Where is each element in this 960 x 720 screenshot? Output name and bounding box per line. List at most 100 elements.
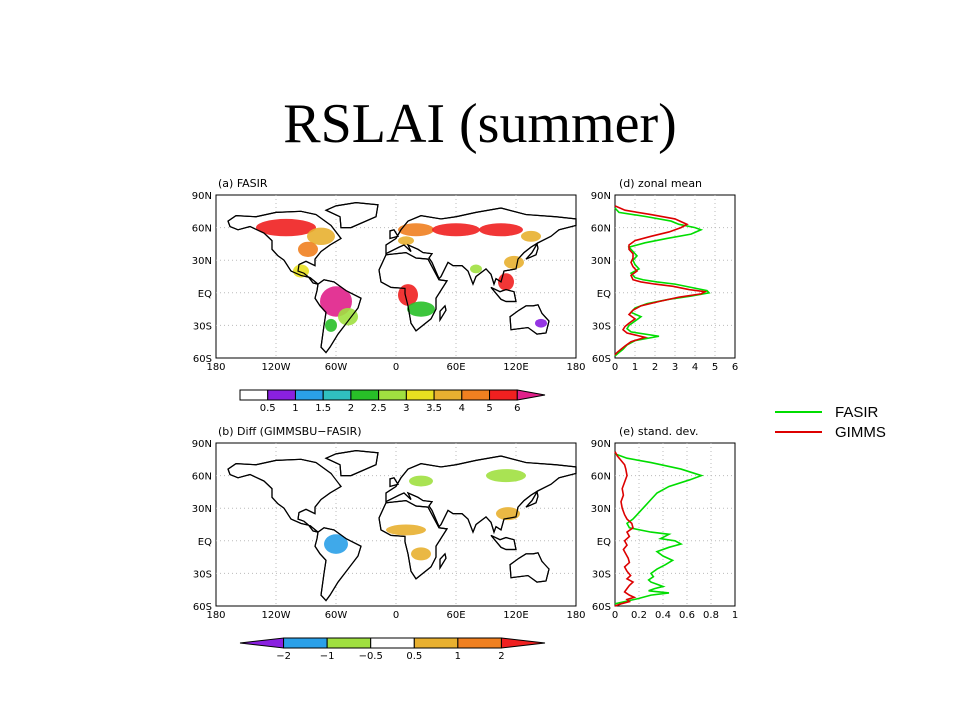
lat-tick-label: 90N	[192, 191, 212, 202]
colorbar-label: 1.5	[315, 403, 331, 414]
field-patch	[533, 562, 549, 574]
lon-tick-label: 120E	[503, 362, 528, 373]
colorbar-label: 0.5	[406, 651, 422, 662]
lon-tick-label: 120W	[262, 610, 291, 621]
field-patch	[398, 223, 434, 237]
x-tick-label: 0.6	[679, 610, 695, 621]
colorbar-arrow	[239, 637, 285, 649]
field-patch	[276, 474, 316, 488]
y-tick-label: 30N	[591, 256, 611, 267]
x-tick-label: 2	[652, 362, 658, 373]
coastline-africa	[378, 499, 449, 580]
legend-label: FASIR	[835, 404, 879, 421]
coastline-uk	[389, 477, 399, 488]
field-patch	[256, 218, 316, 237]
field-patch	[428, 467, 484, 484]
lon-tick-label: 0	[393, 362, 399, 373]
lat-tick-label: 30S	[193, 569, 212, 580]
field-patch	[411, 547, 431, 561]
field-patch	[325, 318, 337, 332]
x-tick-label: 0.8	[703, 610, 719, 621]
lon-tick-label: 60E	[446, 362, 465, 373]
slide-title: RSLAI (summer)	[283, 93, 677, 155]
colorbar-swatch	[239, 389, 269, 401]
x-tick-label: 0	[612, 362, 618, 373]
lon-tick-label: 0	[393, 610, 399, 621]
legend-label: GIMMS	[835, 424, 886, 441]
y-tick-label: 30N	[591, 504, 611, 515]
x-tick-label: 1	[632, 362, 638, 373]
series-line-gimms	[614, 205, 708, 356]
colorbar-swatch	[405, 389, 435, 401]
field-patch	[479, 223, 523, 237]
y-tick-label: 30S	[592, 321, 611, 332]
x-tick-label: 6	[732, 362, 738, 373]
lon-tick-label: 120E	[503, 610, 528, 621]
x-tick-label: 1	[732, 610, 738, 621]
field-patch	[398, 284, 418, 306]
colorbar-swatch	[326, 637, 372, 649]
y-tick-label: 90N	[591, 191, 611, 202]
lat-tick-label: 30N	[192, 504, 212, 515]
coastline-seasia	[490, 534, 517, 551]
lon-tick-label: 60E	[446, 610, 465, 621]
series-line-fasir	[614, 453, 704, 605]
colorbar-label: 1	[292, 403, 298, 414]
panel-title: (e) stand. dev.	[619, 425, 698, 438]
field-patch	[407, 301, 435, 317]
y-tick-label: 90N	[591, 439, 611, 450]
colorbar-swatch	[370, 637, 415, 649]
y-tick-label: EQ	[597, 537, 611, 548]
lon-tick-label: 60W	[325, 610, 348, 621]
coastline-eurasia	[385, 455, 577, 534]
y-tick-label: 60N	[591, 224, 611, 235]
lat-tick-label: 60S	[193, 602, 212, 613]
coastline-africa	[378, 251, 449, 332]
panel-title: (a) FASIR	[218, 177, 268, 190]
map-panel-b	[215, 442, 577, 607]
coastline-japan	[525, 490, 539, 508]
coastline-greenland	[324, 450, 379, 477]
y-tick-label: 60S	[592, 602, 611, 613]
panel-title: (b) Diff (GIMMSBU−FASIR)	[218, 425, 362, 438]
coastline-australia	[509, 304, 550, 335]
coastline-eurasia	[385, 207, 577, 286]
colorbar-label: 2	[348, 403, 354, 414]
lon-tick-label: 180	[206, 610, 225, 621]
field-patch	[298, 241, 318, 257]
colorbar-swatch	[489, 389, 518, 401]
colorbar-label: 3	[403, 403, 409, 414]
lat-tick-label: 30S	[193, 321, 212, 332]
colorbar-label: 0.5	[260, 403, 276, 414]
field-patch	[535, 318, 547, 328]
colorbar-arrow	[516, 389, 546, 401]
field-patch	[307, 227, 335, 245]
colorbar-swatch	[283, 637, 328, 649]
colorbar-swatch	[322, 389, 352, 401]
lat-tick-label: EQ	[198, 537, 212, 548]
colorbar-label: 5	[486, 403, 492, 414]
colorbar-arrow	[500, 637, 546, 649]
colorbar-label: 2	[498, 651, 504, 662]
field-patch	[409, 475, 433, 487]
coastline-madagascar	[439, 304, 447, 323]
coastline-australia	[509, 552, 550, 583]
colorbar-label: 3.5	[426, 403, 442, 414]
series-line-gimms	[614, 451, 637, 607]
colorbar-swatch	[350, 389, 380, 401]
coastline-namerica	[227, 458, 342, 533]
field-patch	[324, 534, 348, 554]
lat-tick-label: 90N	[192, 439, 212, 450]
x-tick-label: 0.2	[631, 610, 647, 621]
field-patch	[338, 308, 358, 326]
series-line-fasir	[614, 207, 711, 357]
lon-tick-label: 180	[206, 362, 225, 373]
colorbar-label: −2	[276, 651, 291, 662]
panel-title: (d) zonal mean	[619, 177, 702, 190]
x-tick-label: 4	[692, 362, 698, 373]
field-patch	[398, 236, 414, 245]
lon-tick-label: 180	[566, 362, 585, 373]
x-tick-label: 0.4	[655, 610, 671, 621]
colorbar-swatch	[378, 389, 407, 401]
